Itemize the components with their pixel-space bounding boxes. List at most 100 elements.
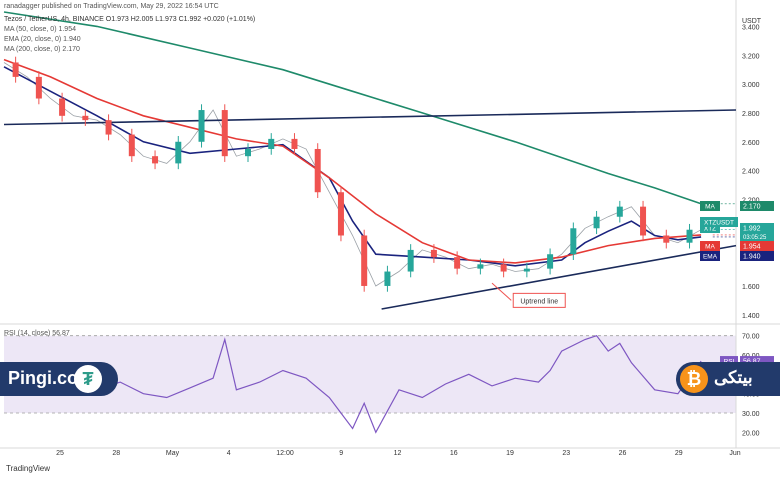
candle-body (454, 257, 461, 269)
series-resistance (3, 109, 737, 126)
time-tick-label: 26 (619, 450, 627, 457)
rsi-tick-label: 20.00 (742, 430, 760, 437)
tether-icon: ₮ (74, 365, 102, 393)
price-tag-label: EMA (703, 254, 718, 261)
price-tick-label: 1.400 (742, 313, 760, 320)
candle-body (430, 249, 437, 258)
price-tick-label: 2.200 (742, 197, 760, 204)
time-tick-label: 29 (675, 450, 683, 457)
price-tag-label-box (700, 223, 720, 233)
bitkey-banner[interactable]: ₿ بیتکی (676, 362, 780, 396)
candle-body (361, 235, 368, 286)
candle-body (547, 254, 554, 269)
publisher-credit: ranadagger published on TradingView.com,… (4, 3, 219, 10)
series-uptrend (381, 244, 737, 310)
candle-body (500, 264, 507, 272)
rsi-tag-label-box (720, 356, 738, 367)
price-tag-label: XTZ (704, 226, 716, 233)
time-tick-label: 19 (506, 450, 514, 457)
candle-body (477, 264, 484, 269)
candle-body (152, 156, 159, 164)
symbol-tag-label: XTZUSDT (704, 220, 734, 227)
price-tag-label-box (700, 241, 720, 251)
candle-body (570, 228, 577, 255)
time-tick-label: 12:00 (276, 450, 294, 457)
rsi-tick-label: 70.00 (742, 334, 760, 341)
candle-body (384, 271, 391, 286)
candle-body (221, 110, 228, 157)
series-rsi (3, 334, 702, 434)
time-tick-label: Jun (729, 450, 740, 457)
price-tag-value-box (740, 223, 774, 241)
annotation-arrow (491, 282, 512, 301)
candle-body (268, 138, 275, 149)
time-tick-label: 28 (112, 450, 120, 457)
price-tag-label-box (700, 251, 720, 261)
price-tag-label: MA (705, 204, 715, 211)
series-price (3, 62, 702, 287)
rsi-indicator-label[interactable]: RSI (14, close) 56.87 (4, 330, 70, 337)
indicator-ema20[interactable]: EMA (20, close, 0) 1.940 (4, 36, 81, 43)
rsi-band (4, 335, 736, 413)
tradingview-logo[interactable]: TradingView (6, 464, 51, 473)
symbol-tag-box (700, 217, 738, 227)
candle-body (59, 98, 66, 116)
rsi-tag-value-box (740, 356, 774, 367)
candle-body (175, 141, 182, 164)
bitkey-text: بیتکی (714, 368, 753, 387)
price-tick-label: 3.400 (742, 24, 760, 31)
candle-body (640, 206, 647, 236)
price-tag-value-box (740, 251, 774, 261)
price-tick-label: 2.800 (742, 111, 760, 118)
candle-body (35, 76, 42, 99)
pingi-text: Pingi.co (8, 368, 79, 388)
symbol-ohlc-line[interactable]: Tezos / TetherUS, 4h, BINANCE O1.973 H2.… (4, 16, 256, 23)
price-tick-label: 2.400 (742, 169, 760, 176)
currency-label: USDT (742, 18, 762, 25)
price-tick-label: 1.600 (742, 284, 760, 291)
series-ma200 (3, 11, 702, 205)
candle-body (291, 138, 298, 149)
pingi-banner[interactable]: Pingi.co ₮ (0, 362, 118, 396)
candle-body (105, 120, 112, 135)
candle-body (128, 134, 135, 157)
price-tick-label: 3.000 (742, 82, 760, 89)
candle-body (82, 115, 89, 121)
rsi-tick-label: 30.00 (742, 411, 760, 418)
price-tick-label: 2.600 (742, 140, 760, 147)
candle-body (616, 206, 623, 217)
candle-body (407, 249, 414, 272)
price-tag-label-box (700, 201, 720, 211)
time-tick-label: 23 (562, 450, 570, 457)
candle-body (523, 268, 530, 272)
time-tick-label: May (166, 450, 180, 457)
candle-body (198, 110, 205, 142)
price-tag-label: MA (705, 244, 715, 251)
price-tag-value-box (740, 201, 774, 211)
candle-body (314, 148, 321, 193)
time-tick-label: 25 (56, 450, 64, 457)
price-tag-value: 1.954 (743, 244, 761, 251)
indicator-ma50[interactable]: MA (50, close, 0) 1.954 (4, 26, 76, 33)
candle-body (663, 235, 670, 243)
price-tag-value: 2.170 (743, 204, 761, 211)
candle-body (245, 148, 251, 157)
price-tag-value-box (740, 241, 774, 251)
series-ma50 (3, 58, 702, 264)
candle-body (337, 192, 344, 236)
candle-body (593, 216, 600, 229)
indicator-ma200[interactable]: MA (200, close, 0) 2.170 (4, 46, 80, 53)
price-tag-value: 1.992 (743, 226, 761, 233)
series-ema20 (3, 66, 702, 267)
candle-body (686, 229, 693, 243)
time-tick-label: 16 (450, 450, 458, 457)
price-tag-countdown: 03:05:25 (743, 235, 767, 241)
time-tick-label: 4 (227, 450, 231, 457)
annotation-box (512, 292, 566, 308)
bitcoin-icon: ₿ (680, 365, 708, 393)
candle-body (12, 62, 19, 77)
time-tick-label: 9 (339, 450, 343, 457)
price-tick-label: 3.200 (742, 53, 760, 60)
time-tick-label: 12 (394, 450, 402, 457)
